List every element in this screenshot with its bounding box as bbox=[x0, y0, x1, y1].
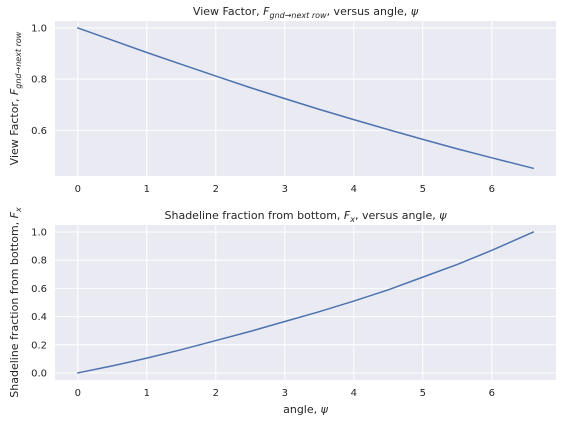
plot-area bbox=[55, 21, 556, 176]
series-line-1 bbox=[77, 27, 534, 170]
y-tick-label: 0.8 bbox=[31, 256, 47, 267]
x-tick-label: 0 bbox=[75, 388, 81, 399]
y-tick-label: 0.2 bbox=[31, 340, 47, 351]
x-tick-label: 3 bbox=[282, 388, 288, 399]
x-tick-label: 1 bbox=[144, 388, 150, 399]
y-tick-label: 1.0 bbox=[31, 23, 47, 34]
y-tick-label: 1.0 bbox=[31, 228, 47, 239]
y-tick-label: 0.6 bbox=[31, 126, 47, 137]
y-tick-label: 0.8 bbox=[31, 75, 47, 86]
y-axis-label: View Factor, Fgnd→next row bbox=[8, 31, 23, 165]
x-tick-label: 4 bbox=[351, 184, 357, 195]
x-axis-label: angle, ψ bbox=[283, 403, 329, 416]
chart-1: 0 1 2 3 4 5 6 0.6 0.8 1.0 View Factor, Fgnd→next r… bbox=[8, 5, 556, 195]
chart-title: View Factor, Fgnd→next row, versus angle… bbox=[193, 5, 419, 20]
x-tick-label: 2 bbox=[213, 388, 219, 399]
chart-2: 0 1 2 3 4 5 6 0.0 0.2 0.4 0.6 0.8 1.0 Shadeline fract… bbox=[8, 207, 556, 416]
x-tick-label: 4 bbox=[351, 388, 357, 399]
x-tick-label: 0 bbox=[75, 184, 81, 195]
y-tick-label: 0.4 bbox=[31, 312, 47, 323]
x-tick-label: 5 bbox=[420, 388, 426, 399]
x-tick-label: 3 bbox=[282, 184, 288, 195]
plot-area bbox=[55, 225, 556, 380]
y-tick-label: 0.0 bbox=[31, 368, 47, 379]
chart-title: Shadeline fraction from bottom, Fx, vers… bbox=[165, 209, 448, 224]
x-tick-label: 5 bbox=[420, 184, 426, 195]
x-tick-label: 1 bbox=[144, 184, 150, 195]
x-tick-label: 6 bbox=[489, 184, 495, 195]
y-tick-label: 0.6 bbox=[31, 284, 47, 295]
x-tick-label: 2 bbox=[213, 184, 219, 195]
y-axis-label: Shadeline fraction from bottom, Fx bbox=[8, 207, 23, 398]
series-line-1 bbox=[77, 231, 534, 374]
x-tick-label: 6 bbox=[489, 388, 495, 399]
